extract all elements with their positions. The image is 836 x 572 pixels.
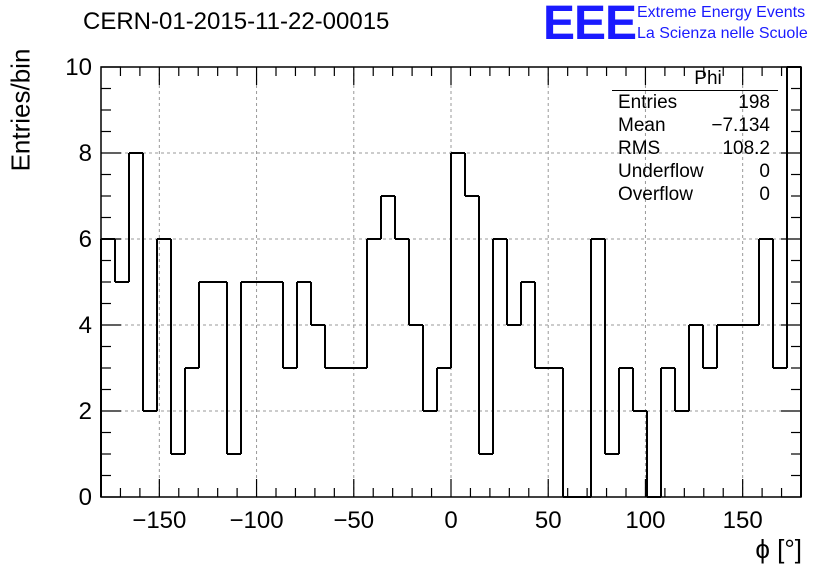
x-tick-label: 0 xyxy=(444,507,457,534)
stats-value: −7.134 xyxy=(711,115,770,136)
stats-label: Entries xyxy=(618,92,678,113)
tick-labels: −150 −100 −50 0 50 100 150 0 2 4 6 8 10 xyxy=(65,54,762,534)
logo-subtitle-2: La Scienza nelle Scuole xyxy=(637,25,808,42)
plot-title: CERN-01-2015-11-22-00015 xyxy=(83,8,390,35)
stats-label: RMS xyxy=(618,138,661,159)
axis-ticks xyxy=(101,66,801,498)
stats-row: Mean −7.134 xyxy=(612,114,778,137)
stats-row: Entries 198 xyxy=(612,91,778,114)
y-tick-label: 8 xyxy=(79,140,92,167)
stats-box: Phi Entries 198 Mean −7.134 RMS 108.2 Un… xyxy=(612,68,778,206)
x-tick-label: −150 xyxy=(132,507,186,534)
y-tick-label: 6 xyxy=(79,226,92,253)
stats-value: 0 xyxy=(759,184,770,205)
y-tick-label: 10 xyxy=(65,54,92,81)
y-axis-label: Entries/bin xyxy=(5,48,36,172)
stats-label: Underflow xyxy=(618,161,704,182)
x-tick-label: −50 xyxy=(333,507,374,534)
x-tick-label: 150 xyxy=(723,507,763,534)
stats-value: 0 xyxy=(759,161,770,182)
stats-label: Overflow xyxy=(618,184,693,205)
stats-value: 198 xyxy=(738,92,770,113)
stats-row: Underflow 0 xyxy=(612,160,778,183)
x-tick-label: 50 xyxy=(535,507,562,534)
stats-label: Mean xyxy=(618,115,666,136)
x-tick-label: 100 xyxy=(625,507,665,534)
y-tick-label: 0 xyxy=(79,484,92,511)
stats-row: Overflow 0 xyxy=(612,183,778,206)
x-tick-label: −100 xyxy=(230,507,284,534)
eee-logo: EEE xyxy=(543,0,637,50)
y-tick-label: 4 xyxy=(79,312,92,339)
stats-row: RMS 108.2 xyxy=(612,137,778,160)
stats-name: Phi xyxy=(612,68,778,91)
y-tick-label: 2 xyxy=(79,398,92,425)
logo-subtitle-1: Extreme Energy Events xyxy=(637,4,806,21)
stats-value: 108.2 xyxy=(722,138,770,159)
x-axis-label: ϕ [°] xyxy=(755,534,802,564)
